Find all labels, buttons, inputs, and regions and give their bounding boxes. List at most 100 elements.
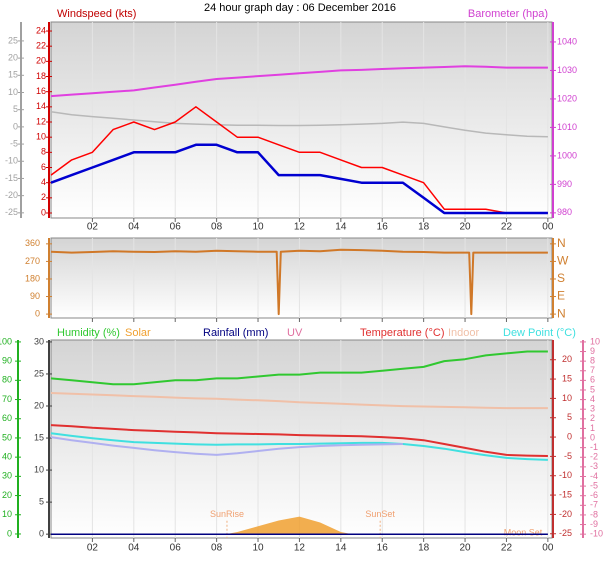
- legend-entry: UV: [287, 327, 303, 339]
- y-tick-label: 16: [36, 86, 46, 96]
- y-tick-label: 15: [8, 70, 18, 80]
- x-tick-label: 00: [542, 543, 554, 554]
- y-tick-label: 0: [35, 308, 40, 318]
- y-tick-label: 2: [41, 192, 46, 202]
- y-tick-label: 180: [25, 273, 40, 283]
- line: [50, 424, 548, 457]
- y-tick-label: 9: [590, 346, 595, 356]
- line: [50, 350, 548, 386]
- y-tick-label: -15: [559, 489, 572, 499]
- line: [50, 143, 548, 215]
- y-tick-label: 270: [25, 256, 40, 266]
- y-tick-label: -7: [590, 500, 598, 510]
- x-tick-label: 16: [377, 222, 389, 233]
- y-tick-label: 20: [8, 52, 18, 62]
- y-tick-label: N: [557, 306, 566, 320]
- x-tick-label: 18: [418, 543, 430, 554]
- y-tick-label: E: [557, 289, 565, 303]
- x-tick-label: 04: [128, 543, 140, 554]
- y-tick-label: 1: [590, 423, 595, 433]
- y-tick-label: 1010: [557, 122, 577, 132]
- x-tick-label: 00: [542, 222, 554, 233]
- y-tick-label: -9: [590, 519, 598, 529]
- y-tick-label: 0: [13, 121, 18, 131]
- y-tick-label: 0: [567, 431, 572, 441]
- annotation: SunSet: [365, 509, 395, 519]
- x-tick-label: 12: [294, 543, 306, 554]
- x-tick-label: 02: [87, 543, 99, 554]
- legend-entry: Humidity (%): [57, 327, 120, 339]
- y-tick-label: 30: [34, 336, 44, 346]
- annotation: Moon Set: [504, 527, 543, 537]
- y-tick-label: 980: [557, 207, 572, 217]
- y-tick-label: 12: [36, 116, 46, 126]
- y-tick-label: 2: [590, 413, 595, 423]
- x-tick-label: 04: [128, 222, 140, 233]
- legend-entry: Dew Point (°C): [503, 327, 576, 339]
- y-tick-label: 3: [590, 404, 595, 414]
- x-tick-label: 16: [377, 543, 389, 554]
- x-tick-label: 08: [211, 222, 223, 233]
- x-tick-label: 02: [87, 222, 99, 233]
- x-tick-label: 12: [294, 222, 306, 233]
- line: [50, 432, 548, 461]
- y-tick-label: 14: [36, 101, 46, 111]
- y-tick-label: 70: [2, 394, 12, 404]
- legend-entry: Rainfall (mm): [203, 327, 268, 339]
- y-tick-label: 1020: [557, 93, 577, 103]
- y-tick-label: 22: [36, 41, 46, 51]
- x-tick-label: 06: [170, 543, 182, 554]
- y-tick-label: 8: [41, 147, 46, 157]
- y-tick-label: 4: [590, 394, 595, 404]
- y-tick-label: 24: [36, 25, 46, 35]
- line: [50, 65, 548, 98]
- y-tick-label: 10: [8, 87, 18, 97]
- y-tick-label: 10: [36, 132, 46, 142]
- y-tick-label: -2: [590, 452, 598, 462]
- y-tick-label: W: [557, 254, 569, 268]
- y-tick-label: 20: [562, 354, 572, 364]
- y-tick-label: 20: [36, 56, 46, 66]
- legend-entry: Indoor: [448, 327, 480, 339]
- y-tick-label: 990: [557, 179, 572, 189]
- y-tick-label: -3: [590, 461, 598, 471]
- legend-entry: Solar: [125, 327, 151, 339]
- y-tick-label: 7: [590, 365, 595, 375]
- legend-entry: Temperature (°C): [360, 327, 444, 339]
- y-tick-label: 18: [36, 71, 46, 81]
- y-tick-label: 30: [2, 471, 12, 481]
- y-tick-label: 20: [34, 400, 44, 410]
- x-tick-label: 14: [335, 543, 347, 554]
- y-tick-label: 0: [39, 529, 44, 539]
- y-tick-label: 1030: [557, 65, 577, 75]
- y-tick-label: 60: [2, 413, 12, 423]
- x-tick-label: 18: [418, 222, 430, 233]
- y-tick-label: -10: [590, 529, 603, 539]
- x-tick-label: 08: [211, 543, 223, 554]
- line: [50, 436, 403, 456]
- y-tick-label: 25: [34, 368, 44, 378]
- line: [50, 248, 548, 316]
- x-tick-label: 10: [252, 543, 264, 554]
- y-tick-label: 20: [2, 490, 12, 500]
- x-tick-label: 22: [501, 543, 513, 554]
- y-tick-label: -8: [590, 509, 598, 519]
- y-tick-label: 15: [562, 373, 572, 383]
- y-tick-label: 100: [0, 336, 12, 346]
- y-tick-label: 50: [2, 432, 12, 442]
- y-tick-label: -6: [590, 490, 598, 500]
- area: [226, 516, 352, 534]
- y-tick-label: -20: [5, 190, 18, 200]
- y-tick-label: 1000: [557, 150, 577, 160]
- line: [50, 110, 548, 138]
- y-tick-label: N: [557, 236, 566, 250]
- y-tick-label: 0: [590, 432, 595, 442]
- y-tick-label: 5: [590, 384, 595, 394]
- y-tick-label: 5: [567, 412, 572, 422]
- y-tick-label: 5: [13, 104, 18, 114]
- annotation: SunRise: [210, 509, 244, 519]
- y-tick-label: 40: [2, 452, 12, 462]
- y-tick-label: 5: [39, 496, 44, 506]
